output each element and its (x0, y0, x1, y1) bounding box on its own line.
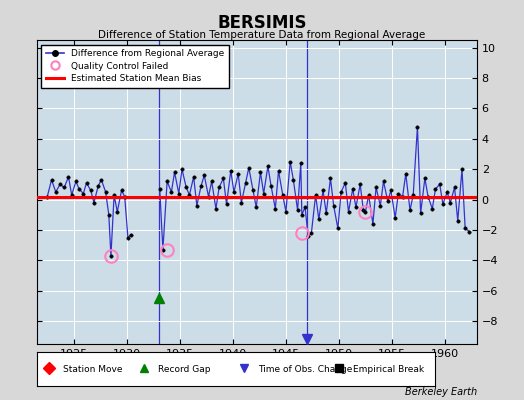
Text: Difference of Station Temperature Data from Regional Average: Difference of Station Temperature Data f… (99, 30, 425, 40)
Text: Time of Obs. Change: Time of Obs. Change (258, 365, 352, 374)
Text: Berkeley Earth: Berkeley Earth (405, 387, 477, 397)
Text: BERSIMIS: BERSIMIS (217, 14, 307, 32)
Legend: Difference from Regional Average, Quality Control Failed, Estimated Station Mean: Difference from Regional Average, Qualit… (41, 44, 229, 88)
Text: Record Gap: Record Gap (158, 365, 211, 374)
Text: Empirical Break: Empirical Break (353, 365, 424, 374)
Text: Station Move: Station Move (62, 365, 122, 374)
